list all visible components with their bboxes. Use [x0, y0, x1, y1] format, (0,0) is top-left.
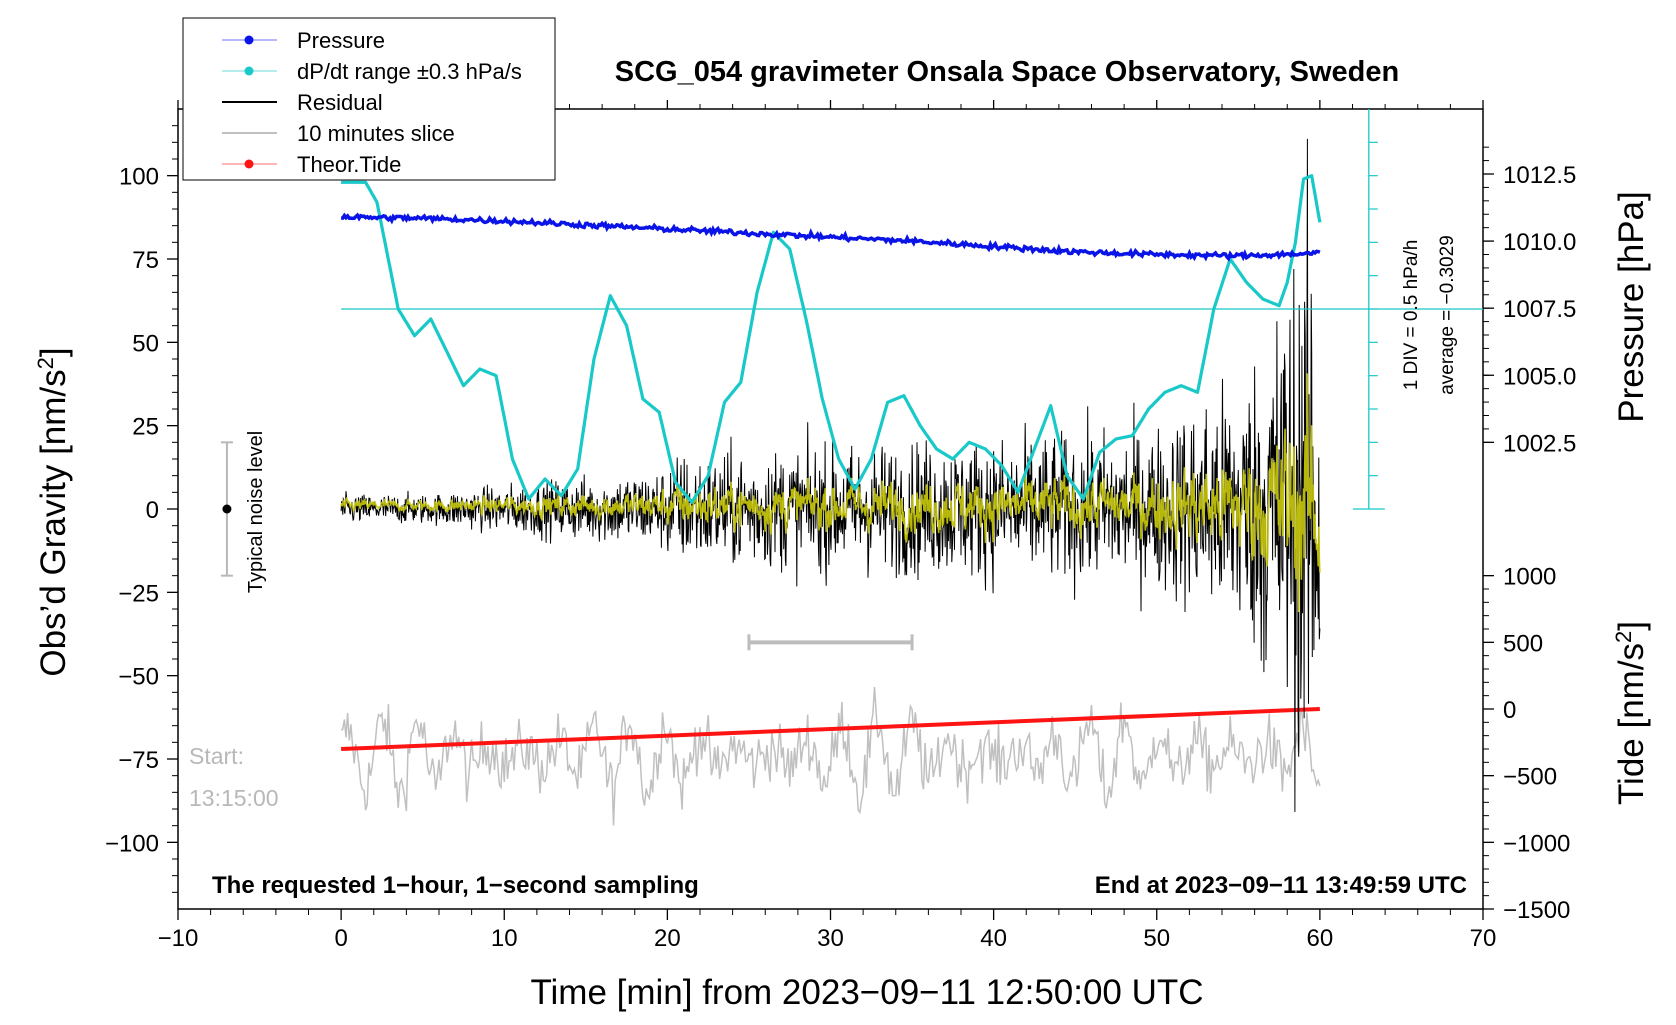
filtered-residual-line	[340, 373, 1321, 613]
start-time: 13:15:00	[189, 785, 279, 811]
legend-swatch-dot	[244, 159, 254, 169]
div-scale-bar	[1352, 109, 1385, 510]
noise-level-bar	[220, 441, 233, 577]
div-label: 1 DIV = 0.5 hPa/h	[1401, 240, 1422, 391]
legend-label: Theor.Tide	[297, 152, 401, 177]
y-tick-label: 75	[132, 247, 159, 274]
dpdt-line	[341, 174, 1322, 504]
left-y-axis: 100 75 50 25 0 −25 −50 −75 −100	[105, 125, 178, 893]
x-tick-label: −10	[158, 925, 199, 952]
pressure-axis: 1012.5 1010.0 1007.5 1005.0 1002.5	[1483, 146, 1576, 457]
tide-axis-label-main: Tide [nm/s	[1612, 643, 1651, 805]
x-tick-label: 70	[1470, 925, 1497, 952]
tide-axis: 1000 500 0 −500 −1000 −1500	[1483, 564, 1570, 924]
y-tick-label: −25	[118, 580, 159, 607]
x-tick-label: 50	[1143, 925, 1170, 952]
x-tick-label: 10	[491, 925, 518, 952]
pressure-tick-label: 1010.0	[1503, 229, 1576, 256]
pressure-tick-label: 1012.5	[1503, 162, 1576, 189]
left-y-axis-label-main: Obs’d Gravity [nm/s	[34, 369, 73, 676]
left-y-axis-label-sup: 2	[33, 357, 58, 369]
pressure-tick-label: 1002.5	[1503, 430, 1576, 457]
pressure-axis-label: Pressure [hPa]	[1612, 191, 1651, 423]
footer-right-text: End at 2023−09−11 13:49:59 UTC	[1095, 872, 1467, 899]
y-tick-label: 50	[132, 330, 159, 357]
legend-label: Pressure	[297, 28, 385, 53]
legend-label: 10 minutes slice	[297, 121, 455, 146]
tide-tick-label: 1000	[1503, 564, 1556, 591]
x-axis: −10 0 10 20 30 40 50 60 70	[158, 100, 1497, 952]
noise-bar-dot	[222, 504, 232, 514]
y-tick-label: 100	[119, 164, 159, 191]
tide-tick-label: 0	[1503, 697, 1516, 724]
x-tick-label: 0	[334, 925, 347, 952]
legend-swatch-dot	[244, 35, 254, 45]
residual-line	[340, 138, 1321, 812]
tide-axis-label: Tide [nm/s2]	[1611, 621, 1652, 805]
slice-series	[340, 686, 1321, 826]
tide-axis-label-end: ]	[1612, 621, 1651, 631]
tide-line	[341, 707, 1320, 751]
pressure-tick-label: 1007.5	[1503, 296, 1576, 323]
filtered-residual-series	[340, 373, 1321, 613]
average-label: average = −0.3029	[1437, 235, 1458, 395]
pressure-tick-label: 1005.0	[1503, 363, 1576, 390]
slice-line	[340, 686, 1321, 826]
y-tick-label: −100	[105, 830, 159, 857]
legend-box	[182, 17, 556, 181]
y-tick-label: −50	[118, 664, 159, 691]
tide-axis-label-sup: 2	[1611, 631, 1636, 643]
x-axis-label: Time [min] from 2023−09−11 12:50:00 UTC	[530, 973, 1203, 1012]
tide-tick-label: −1500	[1503, 897, 1570, 924]
legend-label: dP/dt range ±0.3 hPa/s	[297, 59, 522, 84]
legend: Pressure dP/dt range ±0.3 hPa/s Residual 10…	[182, 17, 556, 181]
pressure-series	[340, 212, 1321, 262]
start-label: Start:	[189, 743, 244, 769]
legend-label: Residual	[297, 90, 383, 115]
footer-left-text: The requested 1−hour, 1−second sampling	[212, 872, 699, 899]
y-tick-label: −75	[118, 747, 159, 774]
x-tick-label: 40	[980, 925, 1007, 952]
noise-level-label: Typical noise level	[245, 431, 267, 593]
tide-tick-label: −500	[1503, 764, 1557, 791]
x-tick-label: 20	[654, 925, 681, 952]
left-y-axis-label: Obs’d Gravity [nm/s2]	[33, 347, 74, 676]
dpdt-series	[341, 174, 1322, 504]
pressure-line	[340, 212, 1321, 262]
residual-series	[340, 138, 1321, 812]
slice-range-marker	[747, 634, 914, 651]
left-y-axis-label-end: ]	[34, 347, 73, 357]
chart-title: SCG_054 gravimeter Onsala Space Observat…	[615, 56, 1399, 88]
tide-tick-label: 500	[1503, 630, 1543, 657]
y-tick-label: 0	[146, 497, 159, 524]
x-tick-label: 60	[1307, 925, 1334, 952]
tide-series	[341, 707, 1320, 751]
y-tick-label: 25	[132, 414, 159, 441]
tide-tick-label: −1000	[1503, 830, 1570, 857]
legend-swatch-dot	[244, 66, 254, 76]
x-tick-label: 30	[817, 925, 844, 952]
